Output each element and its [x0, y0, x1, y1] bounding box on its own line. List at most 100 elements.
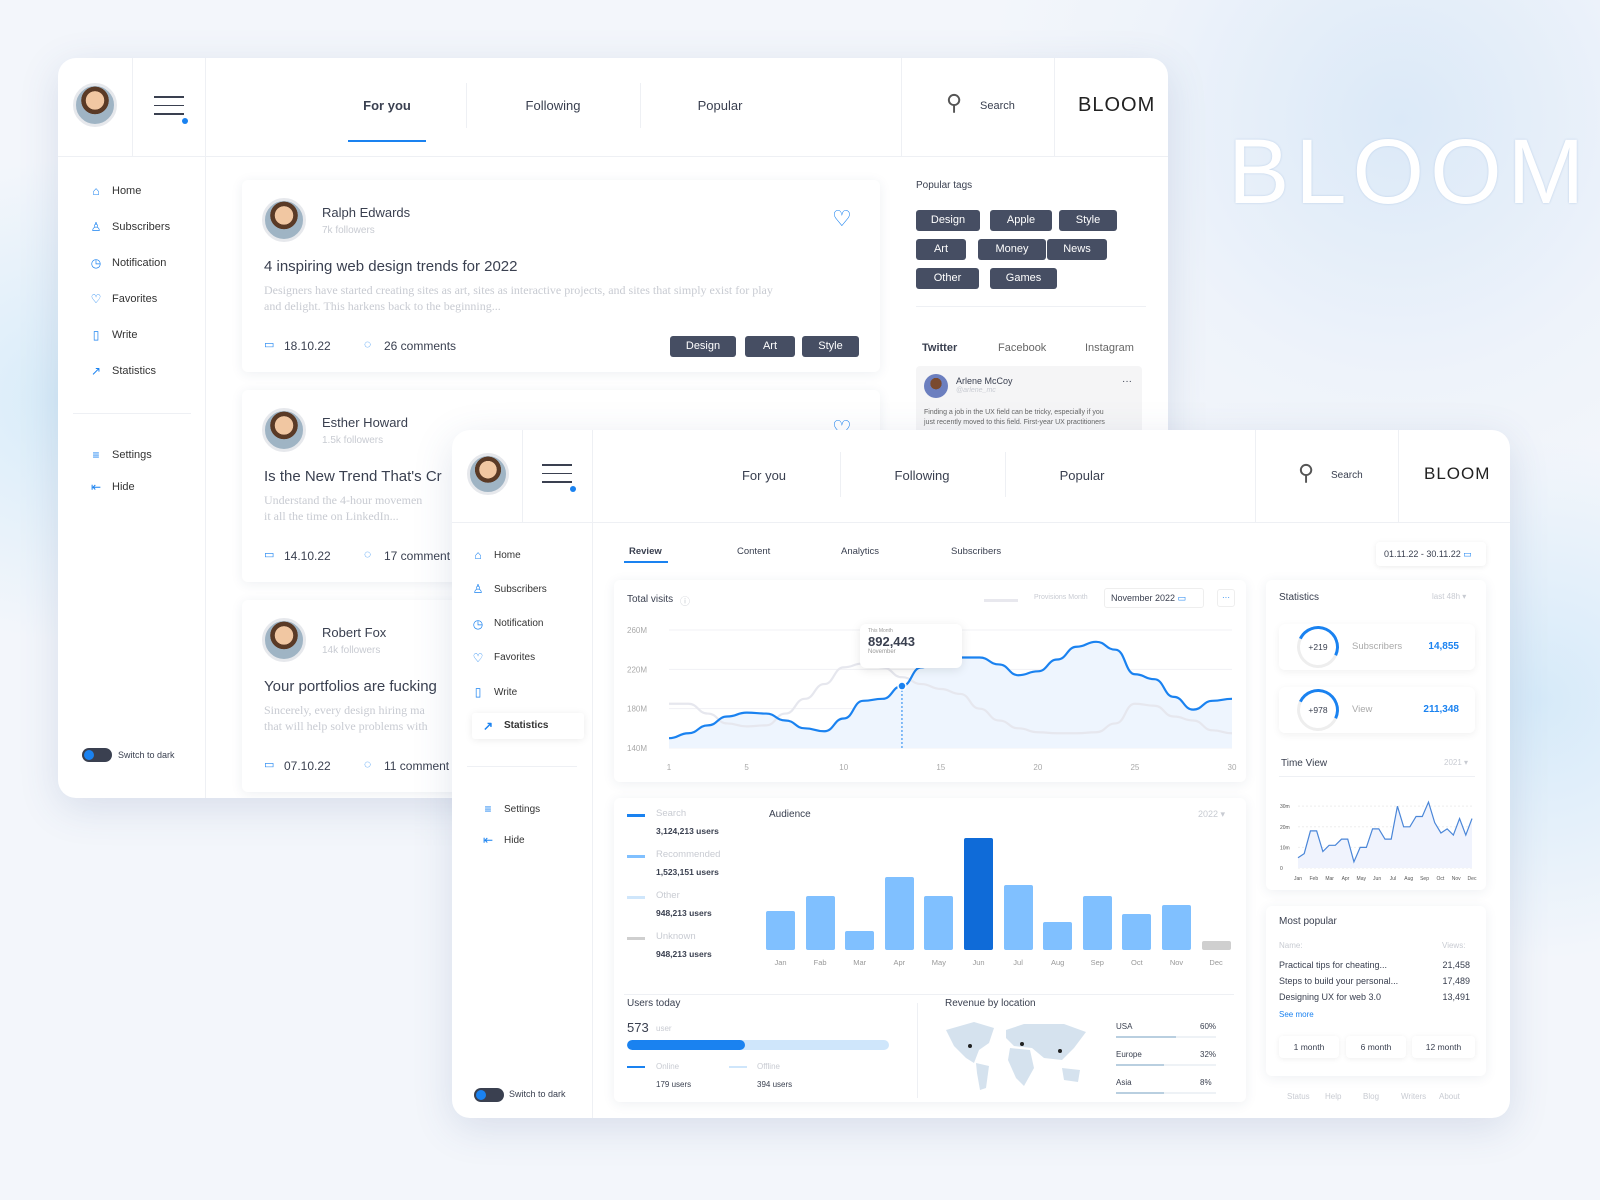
bar-jun[interactable]	[964, 838, 993, 950]
popular-post-link[interactable]: Practical tips for cheating...	[1279, 960, 1388, 970]
sidebar-item-settings[interactable]: ≡ Settings	[482, 802, 540, 816]
search-input[interactable]: Search	[1331, 470, 1363, 481]
sidebar-item-subscribers[interactable]: ♙ Subscribers	[472, 582, 547, 597]
sidebar-item-notification[interactable]: ◷ Notification	[472, 616, 544, 631]
author-name[interactable]: Robert Fox	[322, 625, 387, 640]
sidebar-item-favorites[interactable]: ♡ Favorites	[90, 292, 158, 306]
post-tag[interactable]: Design	[670, 336, 736, 357]
subtab-subscribers[interactable]: Subscribers	[951, 546, 1002, 557]
tab-following[interactable]: Following	[894, 468, 950, 483]
bar-jan[interactable]	[766, 910, 795, 950]
tab-twitter[interactable]: Twitter	[922, 342, 958, 354]
bar-may[interactable]	[924, 896, 954, 950]
bar-apr[interactable]	[884, 877, 914, 950]
sidebar-item-home[interactable]: ⌂ Home	[90, 184, 141, 198]
period-select[interactable]: last 48h ▾	[1432, 592, 1467, 601]
see-more-link[interactable]: See more	[1279, 1010, 1314, 1019]
info-icon[interactable]: ⓘ	[680, 597, 690, 608]
hover-point[interactable]	[897, 681, 907, 691]
bar-nov[interactable]	[1162, 905, 1191, 950]
popular-tag[interactable]: Style	[1059, 210, 1117, 231]
post-title[interactable]: 4 inspiring web design trends for 2022	[264, 258, 518, 275]
comments-link[interactable]: 17 comment	[384, 549, 451, 563]
sidebar-item-statistics[interactable]: ↗ Statistics	[90, 364, 157, 378]
sidebar-item-notification[interactable]: ◷ Notification	[90, 256, 167, 270]
sidebar-item-hide[interactable]: ⇤ Hide	[482, 833, 525, 847]
tab-following[interactable]: Following	[525, 98, 581, 113]
author-avatar[interactable]	[262, 198, 306, 242]
sidebar-item-hide[interactable]: ⇤ Hide	[90, 480, 135, 494]
avatar[interactable]	[73, 83, 117, 127]
sidebar-item-favorites[interactable]: ♡ Favorites	[472, 650, 536, 665]
popular-tag[interactable]: News	[1047, 239, 1107, 260]
popular-post-link[interactable]: Steps to build your personal...	[1279, 976, 1399, 986]
popular-tag[interactable]: Apple	[990, 210, 1052, 231]
post-card[interactable]: Ralph Edwards 7k followers ♡ 4 inspiring we…	[242, 180, 880, 372]
sidebar-item-write[interactable]: ▯ Write	[472, 685, 517, 699]
tab-instagram[interactable]: Instagram	[1085, 342, 1134, 354]
post-title[interactable]: Is the New Trend That's Cr	[264, 468, 442, 485]
popular-tag[interactable]: Other	[916, 268, 979, 289]
search-input[interactable]: Search	[980, 100, 1015, 112]
dark-mode-toggle[interactable]	[82, 748, 112, 762]
avatar[interactable]	[467, 453, 509, 495]
bar-jul[interactable]	[1003, 885, 1033, 950]
post-tag[interactable]: Art	[745, 336, 795, 357]
subtab-analytics[interactable]: Analytics	[841, 546, 880, 557]
sidebar-item-statistics[interactable]: ↗ Statistics	[472, 713, 584, 739]
sidebar-item-subscribers[interactable]: ♙ Subscribers	[90, 220, 171, 234]
bar-oct[interactable]	[1122, 914, 1152, 950]
bar-aug[interactable]	[1043, 922, 1073, 950]
search-icon[interactable]: ⚲	[1298, 460, 1315, 485]
stat-item-view[interactable]: +978 View 211,348	[1279, 683, 1475, 737]
sidebar-item-settings[interactable]: ≡ Settings	[90, 448, 151, 462]
tab-facebook[interactable]: Facebook	[998, 342, 1047, 354]
tweet-card[interactable]: Arlene McCoy @arlene_mc ··· Finding a jo…	[916, 366, 1142, 436]
popular-tag[interactable]: Money	[978, 239, 1046, 260]
range-button[interactable]: 12 month	[1412, 1036, 1475, 1058]
tab-for-you[interactable]: For you	[363, 98, 411, 113]
favorite-heart-icon[interactable]: ♡	[832, 206, 852, 231]
year-select[interactable]: 2021 ▾	[1444, 758, 1469, 767]
popular-tag[interactable]: Games	[990, 268, 1057, 289]
month-picker[interactable]: November 2022 ▭	[1104, 588, 1204, 608]
post-tag[interactable]: Style	[802, 336, 859, 357]
stat-item-subscribers[interactable]: +219 Subscribers 14,855	[1279, 620, 1475, 674]
author-avatar[interactable]	[262, 618, 306, 662]
menu-button[interactable]	[542, 464, 576, 492]
popular-tag[interactable]: Art	[916, 239, 966, 260]
sidebar-item-write[interactable]: ▯ Write	[90, 328, 138, 342]
tab-popular[interactable]: Popular	[697, 98, 743, 113]
popular-tag[interactable]: Design	[916, 210, 980, 231]
range-button[interactable]: 6 month	[1346, 1036, 1406, 1058]
year-select[interactable]: 2022 ▾	[1198, 809, 1226, 819]
more-icon[interactable]: ···	[1122, 376, 1132, 387]
comments-link[interactable]: 11 comment	[384, 759, 450, 773]
footer-link-writers[interactable]: Writers	[1401, 1092, 1427, 1101]
subtab-review[interactable]: Review	[629, 546, 662, 557]
tab-popular[interactable]: Popular	[1059, 468, 1105, 483]
bar-sep[interactable]	[1082, 896, 1112, 950]
more-button[interactable]: ···	[1217, 589, 1235, 607]
post-title[interactable]: Your portfolios are fucking	[264, 678, 437, 695]
footer-link-help[interactable]: Help	[1325, 1092, 1342, 1101]
comments-link[interactable]: 26 comments	[384, 339, 457, 353]
author-name[interactable]: Ralph Edwards	[322, 205, 411, 220]
range-button[interactable]: 1 month	[1279, 1036, 1339, 1058]
date-range-picker[interactable]: 01.11.22 - 30.11.22 ▭	[1376, 542, 1486, 566]
sidebar-item-home[interactable]: ⌂ Home	[472, 548, 520, 562]
bar-dec[interactable]	[1201, 941, 1231, 950]
footer-link-about[interactable]: About	[1439, 1092, 1460, 1101]
search-icon[interactable]: ⚲	[946, 90, 963, 115]
author-name[interactable]: Esther Howard	[322, 415, 408, 430]
subtab-content[interactable]: Content	[737, 546, 771, 557]
bar-fab[interactable]	[805, 896, 835, 950]
popular-post-link[interactable]: Designing UX for web 3.0	[1279, 992, 1382, 1002]
footer-link-status[interactable]: Status	[1287, 1092, 1310, 1101]
bar-mar[interactable]	[845, 930, 875, 950]
author-avatar[interactable]	[262, 408, 306, 452]
menu-button[interactable]	[154, 96, 188, 124]
footer-link-blog[interactable]: Blog	[1363, 1092, 1380, 1101]
dark-mode-toggle[interactable]	[474, 1088, 504, 1102]
tab-for-you[interactable]: For you	[741, 468, 787, 483]
